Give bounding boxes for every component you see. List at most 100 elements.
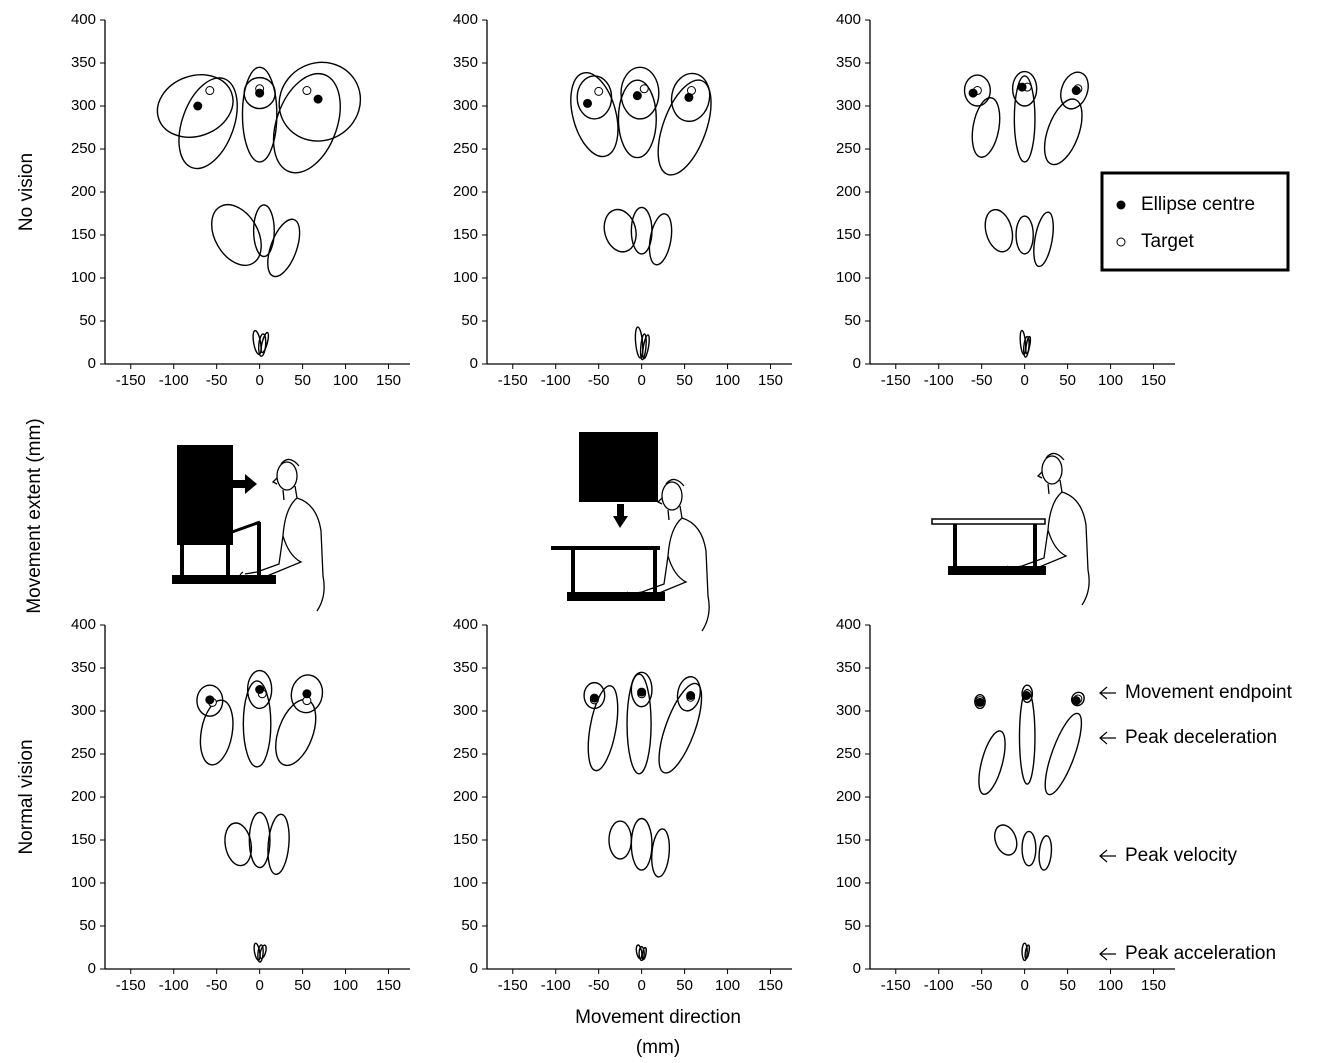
y-tick-label: 0 [88, 355, 96, 372]
y-tick-label: 250 [71, 745, 96, 762]
ellipse-centre-point [1018, 83, 1027, 92]
x-tick-label: 100 [715, 977, 740, 994]
variability-ellipse [1030, 211, 1056, 268]
apparatus-illustration [551, 432, 709, 631]
y-tick-label: 50 [79, 312, 96, 329]
legend-marker [1117, 201, 1126, 210]
x-tick-label: -50 [206, 977, 228, 994]
y-tick-label: 100 [453, 874, 478, 891]
variability-ellipse [249, 812, 270, 867]
annotation-arrow [1100, 732, 1116, 744]
y-tick-label: 50 [461, 312, 478, 329]
y-tick-label: 150 [453, 226, 478, 243]
x-tick-label: -150 [116, 977, 146, 994]
x-tick-label: 0 [255, 372, 263, 389]
variability-ellipse [268, 694, 324, 770]
ellipse-centre-point [255, 89, 264, 98]
y-tick-label: 300 [836, 702, 861, 719]
variability-ellipse [242, 67, 276, 162]
variability-ellipse [609, 821, 631, 859]
x-tick-label: 50 [676, 372, 693, 389]
variability-ellipse [974, 728, 1011, 796]
y-tick-label: 0 [470, 355, 478, 372]
x-tick-label: -100 [541, 372, 571, 389]
annotation: Peak velocity [1125, 845, 1237, 866]
y-tick-label: 350 [71, 54, 96, 71]
y-tick-label: 50 [79, 917, 96, 934]
ellipse-centre-point [1022, 691, 1031, 700]
y-tick-label: 250 [453, 140, 478, 157]
y-tick-label: 300 [453, 702, 478, 719]
target-point [303, 87, 311, 95]
target-point [595, 87, 603, 95]
x-tick-label: -150 [498, 372, 528, 389]
x-tick-label: 50 [294, 977, 311, 994]
annotation: Peak deceleration [1125, 727, 1277, 748]
x-tick-label: 0 [255, 977, 263, 994]
ellipse-centre-point [205, 695, 214, 704]
y-tick-label: 300 [71, 97, 96, 114]
x-tick-label: 100 [333, 372, 358, 389]
variability-ellipse [196, 698, 238, 768]
figure: 0 50 100 150 200 250 300 350 400 -150 -100 -50 0 50 10… [0, 0, 1324, 1060]
x-tick-label: -50 [588, 372, 610, 389]
y-tick-label: 200 [71, 788, 96, 805]
variability-ellipse [1019, 690, 1034, 785]
legend-label: Ellipse centre [1141, 194, 1255, 215]
apparatus-illustration [172, 445, 324, 611]
ellipse-centre-point [969, 89, 978, 98]
x-tick-label: 150 [1141, 977, 1166, 994]
y-tick-label: 50 [844, 312, 861, 329]
variability-ellipse [650, 679, 710, 778]
variability-ellipse [1022, 831, 1036, 865]
annotation: Movement endpoint [1125, 682, 1293, 703]
y-tick-label: 150 [836, 226, 861, 243]
y-tick-label: 150 [71, 831, 96, 848]
row-label: Normal vision [16, 739, 37, 854]
variability-ellipse [168, 70, 249, 177]
y-axis-title: Movement extent (mm) [20, 386, 50, 646]
legend-label: Target [1141, 231, 1195, 252]
x-tick-label: 100 [1098, 372, 1123, 389]
y-tick-label: 400 [71, 11, 96, 28]
y-tick-label: 0 [470, 960, 478, 977]
x-tick-label: -150 [116, 372, 146, 389]
ellipse-centre-point [302, 689, 311, 698]
ellipse-centre-point [1072, 86, 1081, 95]
x-tick-label: 100 [715, 372, 740, 389]
annotation: Peak acceleration [1125, 943, 1276, 964]
y-tick-label: 100 [453, 269, 478, 286]
variability-ellipse [1038, 710, 1088, 798]
x-tick-label: 50 [1059, 372, 1076, 389]
x-tick-label: -50 [588, 977, 610, 994]
variability-ellipse [577, 76, 611, 119]
y-tick-label: 400 [453, 616, 478, 633]
x-tick-label: 50 [294, 372, 311, 389]
ellipse-centre-point [684, 93, 693, 102]
y-tick-label: 50 [844, 917, 861, 934]
x-tick-label: 150 [376, 977, 401, 994]
y-tick-label: 350 [836, 54, 861, 71]
x-tick-label: 0 [1020, 977, 1028, 994]
ellipse-centre-point [590, 694, 599, 703]
annotation-arrow [1100, 687, 1116, 699]
legend-marker [1117, 238, 1125, 246]
x-tick-label: -150 [881, 372, 911, 389]
ellipse-centre-point [193, 102, 202, 111]
y-tick-label: 100 [71, 874, 96, 891]
y-tick-label: 400 [71, 616, 96, 633]
x-tick-label: 100 [1098, 977, 1123, 994]
y-tick-label: 200 [836, 788, 861, 805]
y-tick-label: 400 [836, 616, 861, 633]
x-axis-title: Movement direction (mm) [558, 1003, 758, 1063]
y-tick-label: 200 [836, 183, 861, 200]
x-tick-label: 50 [1059, 977, 1076, 994]
y-tick-label: 250 [453, 745, 478, 762]
variability-ellipse [202, 196, 272, 274]
y-tick-label: 350 [453, 659, 478, 676]
y-tick-label: 0 [853, 960, 861, 977]
y-tick-label: 150 [453, 831, 478, 848]
x-tick-label: -150 [881, 977, 911, 994]
y-tick-label: 50 [461, 917, 478, 934]
x-tick-label: -100 [159, 372, 189, 389]
